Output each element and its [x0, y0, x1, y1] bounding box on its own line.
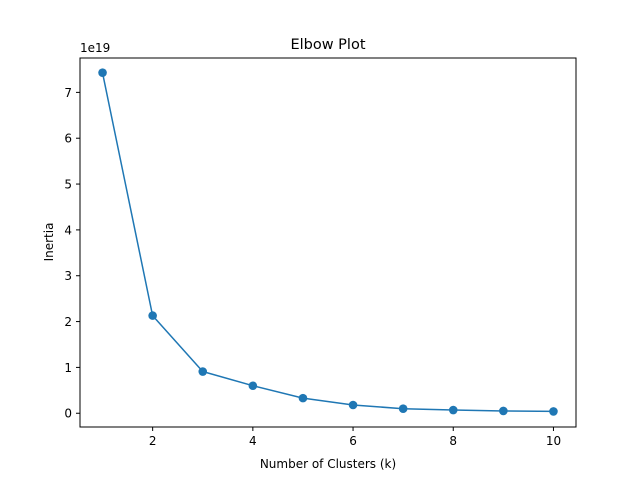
x-tick-label: 10: [546, 434, 561, 448]
data-point: [98, 68, 107, 77]
x-tick-label: 4: [249, 434, 257, 448]
x-tick-label: 6: [349, 434, 357, 448]
data-point: [448, 405, 458, 415]
data-point: [398, 404, 408, 413]
x-axis-ticks: 2 4 6 8 10: [149, 427, 561, 448]
data-point: [298, 393, 308, 403]
y-tick-label: 3: [64, 269, 72, 283]
data-point: [499, 406, 508, 416]
y-tick-label: 4: [64, 223, 72, 237]
data-point: [248, 381, 258, 391]
x-axis-label: Number of Clusters (k): [260, 457, 396, 471]
data-point: [198, 367, 208, 376]
y-tick-label: 6: [64, 132, 72, 146]
data-point: [148, 311, 157, 320]
y-tick-label: 0: [64, 407, 72, 421]
x-tick-label: 8: [449, 434, 457, 448]
series-line: [101, 72, 554, 413]
y-tick-label: 7: [64, 86, 72, 100]
plot-area-frame: [79, 57, 577, 428]
y-tick-label: 5: [64, 178, 72, 192]
series-layer: [98, 68, 558, 416]
x-tick-label: 2: [149, 434, 157, 448]
y-axis-ticks: 0 1 2 3 4 5 6 7: [64, 86, 80, 421]
y-tick-label: 2: [64, 315, 72, 329]
data-point: [549, 407, 558, 416]
y-axis-label: Inertia: [42, 223, 56, 262]
y-offset-label: 1e19: [80, 41, 110, 55]
y-tick-label: 1: [64, 361, 72, 375]
chart-title: Elbow Plot: [290, 37, 365, 53]
data-point: [348, 400, 358, 410]
